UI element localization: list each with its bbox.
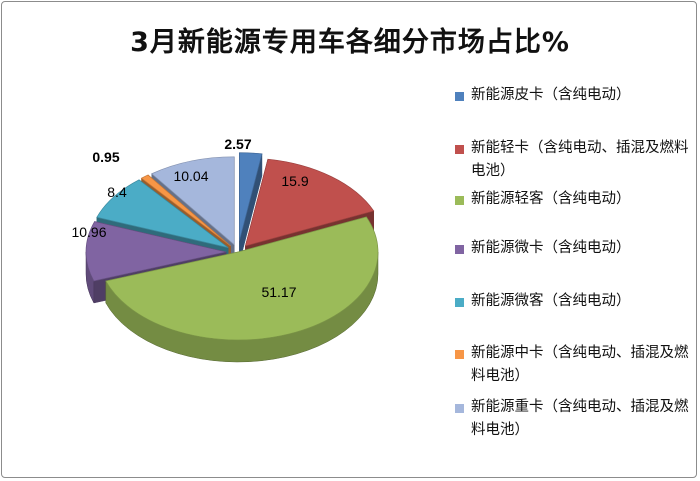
legend-item-2: 新能轻卡（含纯电动、插混及燃料电池） [455,137,690,183]
data-label-2: 15.9 [281,173,308,189]
legend-label-6: 新能源中卡（含纯电动、插混及燃料电池） [471,345,689,384]
legend-label-4: 新能源微卡（含纯电动） [471,240,631,256]
pie-slice-3 [105,216,379,341]
legend-label-2: 新能轻卡（含纯电动、插混及燃料电池） [471,140,689,179]
legend-swatch-5 [455,298,464,307]
legend-swatch-3 [455,196,464,205]
legend-item-1: 新能源皮卡（含纯电动） [455,84,690,107]
data-label-5: 8.4 [107,184,127,200]
pie-slice-2 [244,158,375,247]
legend-item-4: 新能源微卡（含纯电动） [455,237,690,260]
data-label-4: 10.96 [71,224,106,240]
chart-title: 3月新能源专用车各细分市场占比% [130,27,570,58]
pie-slice-4 [85,221,227,282]
legend-label-3: 新能源轻客（含纯电动） [471,191,631,207]
pie-slice-7 [151,156,235,246]
data-label-6: 0.95 [92,149,119,165]
legend-swatch-4 [455,245,464,254]
legend-item-6: 新能源中卡（含纯电动、插混及燃料电池） [455,342,690,388]
legend-item-3: 新能源轻客（含纯电动） [455,188,690,211]
legend-label-1: 新能源皮卡（含纯电动） [471,87,631,103]
legend-label-5: 新能源微客（含纯电动） [471,293,631,309]
legend-swatch-1 [455,92,464,101]
legend-item-5: 新能源微客（含纯电动） [455,290,690,313]
legend-swatch-7 [455,404,464,413]
legend-label-7: 新能源重卡（含纯电动、插混及燃料电池） [471,399,689,438]
pie-slice-1 [239,152,263,241]
legend-swatch-2 [455,145,464,154]
data-label-1: 2.57 [224,136,251,152]
pie-slice-6 [140,174,231,247]
data-label-3: 51.17 [261,284,296,300]
legend-swatch-6 [455,350,464,359]
data-label-7: 10.04 [173,168,208,184]
pie-slice-5 [96,179,229,248]
legend-item-7: 新能源重卡（含纯电动、插混及燃料电池） [455,396,690,442]
